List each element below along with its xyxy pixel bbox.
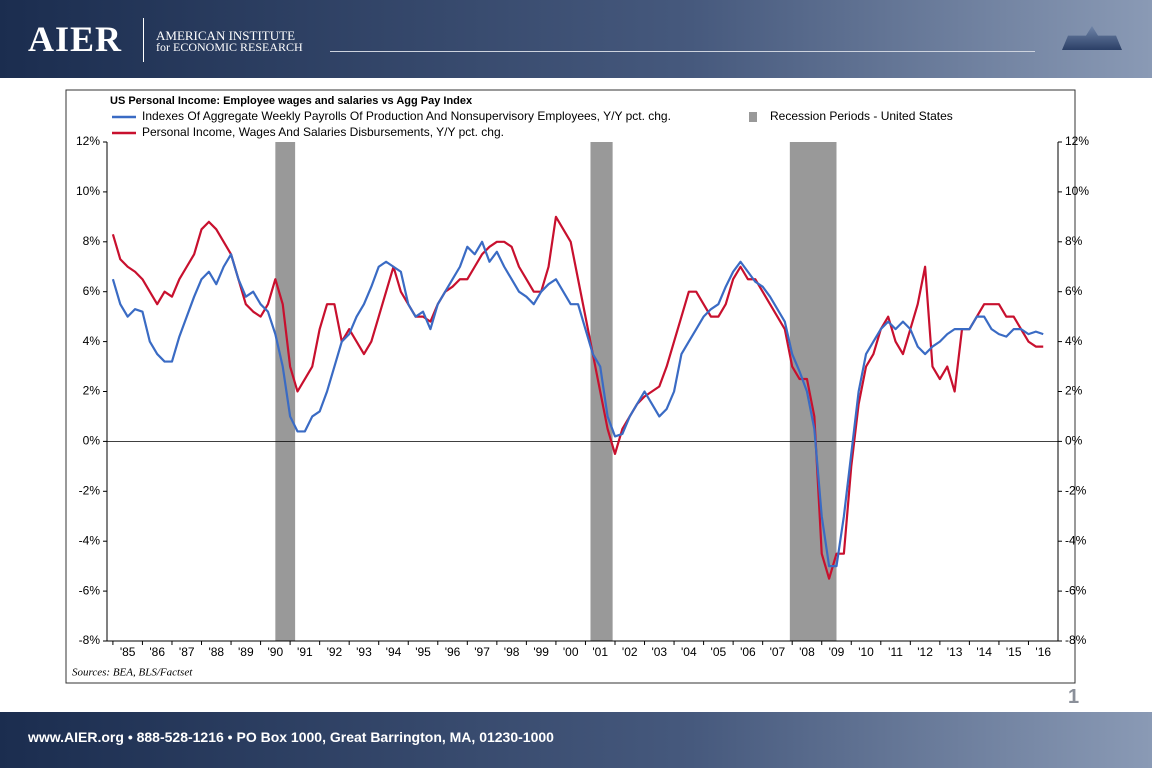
x-tick-label: '99: [533, 645, 549, 659]
y-tick-label: -8%: [79, 633, 101, 647]
recession-band: [275, 142, 296, 641]
y-tick-label: 4%: [83, 334, 101, 348]
x-tick-label: '07: [770, 645, 786, 659]
y2-tick-label: 4%: [1065, 334, 1083, 348]
y2-tick-label: 0%: [1065, 434, 1083, 448]
y2-tick-label: -2%: [1065, 483, 1087, 497]
y2-tick-label: 6%: [1065, 284, 1083, 298]
x-tick-label: '88: [208, 645, 224, 659]
y2-tick-label: 2%: [1065, 384, 1083, 398]
x-tick-label: '95: [415, 645, 431, 659]
y-tick-label: -4%: [79, 533, 101, 547]
y-tick-label: 2%: [83, 384, 101, 398]
header-rule: [330, 51, 1035, 52]
x-tick-label: '04: [681, 645, 697, 659]
legend-label: Indexes Of Aggregate Weekly Payrolls Of …: [142, 109, 671, 123]
x-tick-label: '92: [327, 645, 343, 659]
x-tick-label: '13: [947, 645, 963, 659]
y-tick-label: -6%: [79, 583, 101, 597]
x-tick-label: '89: [238, 645, 254, 659]
y-tick-label: -2%: [79, 483, 101, 497]
x-tick-label: '08: [799, 645, 815, 659]
x-tick-label: '96: [445, 645, 461, 659]
x-tick-label: '05: [711, 645, 727, 659]
x-tick-label: '09: [829, 645, 845, 659]
source-note: Sources: BEA, BLS/Factset: [72, 667, 193, 679]
x-tick-label: '15: [1006, 645, 1022, 659]
y2-tick-label: -8%: [1065, 633, 1087, 647]
y-tick-label: 0%: [83, 434, 101, 448]
institute-name: AMERICAN INSTITUTE: [156, 28, 296, 43]
x-tick-label: '16: [1035, 645, 1051, 659]
series-line: [111, 240, 1044, 568]
y2-tick-label: 10%: [1065, 184, 1089, 198]
x-tick-label: '97: [474, 645, 490, 659]
x-tick-label: '14: [976, 645, 992, 659]
x-tick-label: '00: [563, 645, 579, 659]
y2-tick-label: 8%: [1065, 234, 1083, 248]
y-tick-label: 12%: [76, 134, 100, 148]
legend-label: Personal Income, Wages And Salaries Disb…: [142, 125, 504, 139]
x-tick-label: '91: [297, 645, 313, 659]
x-tick-label: '85: [120, 645, 136, 659]
chart-title: US Personal Income: Employee wages and s…: [110, 95, 473, 107]
x-tick-label: '02: [622, 645, 638, 659]
recession-band: [590, 142, 613, 641]
footer-text: www.AIER.org • 888-528-1216 • PO Box 100…: [28, 729, 554, 745]
header-band: [0, 0, 1152, 78]
x-tick-label: '03: [651, 645, 667, 659]
legend-label: Recession Periods - United States: [770, 109, 953, 123]
institute-sub: for ECONOMIC RESEARCH: [156, 40, 303, 54]
y-tick-label: 8%: [83, 234, 101, 248]
x-tick-label: '06: [740, 645, 756, 659]
x-tick-label: '93: [356, 645, 372, 659]
y2-tick-label: 12%: [1065, 134, 1089, 148]
x-tick-label: '11: [888, 645, 903, 659]
y-tick-label: 10%: [76, 184, 100, 198]
x-tick-label: '98: [504, 645, 520, 659]
y2-tick-label: -6%: [1065, 583, 1087, 597]
footer-band: [0, 712, 1152, 768]
chart: US Personal Income: Employee wages and s…: [65, 89, 1089, 684]
logo-separator: [143, 18, 144, 62]
chart-frame: [65, 89, 1076, 684]
x-tick-label: '01: [592, 645, 608, 659]
page-number: 1: [1068, 686, 1080, 708]
x-tick-label: '94: [386, 645, 402, 659]
x-tick-label: '87: [179, 645, 195, 659]
series-line: [111, 215, 1044, 580]
logo: AIER: [28, 19, 123, 59]
y2-tick-label: -4%: [1065, 533, 1087, 547]
x-tick-label: '12: [917, 645, 933, 659]
x-tick-label: '10: [858, 645, 874, 659]
x-tick-label: '90: [268, 645, 284, 659]
x-tick-label: '86: [149, 645, 165, 659]
legend-swatch: [749, 112, 757, 122]
y-tick-label: 6%: [83, 284, 101, 298]
